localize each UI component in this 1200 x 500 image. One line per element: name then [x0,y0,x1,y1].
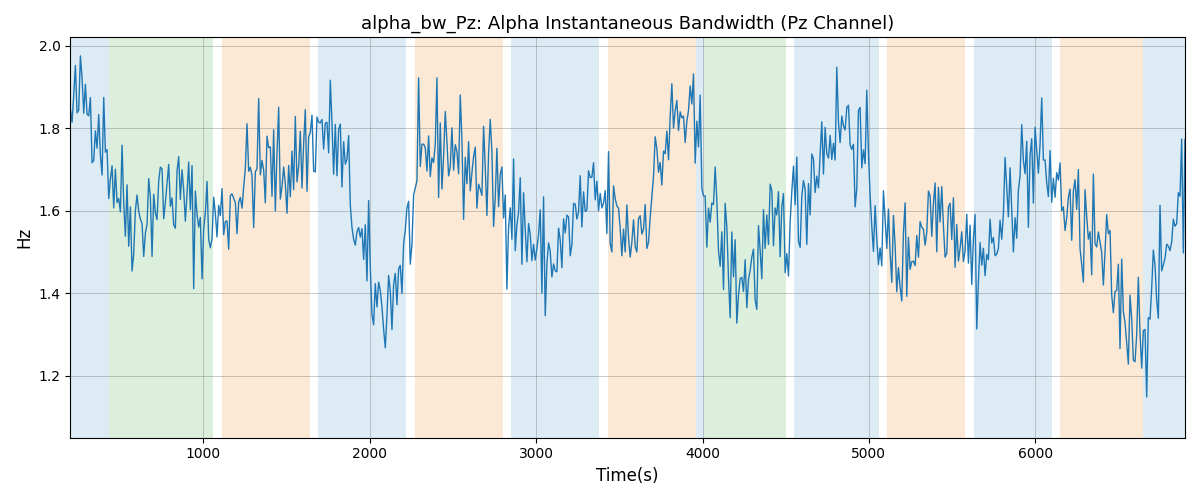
Bar [318,38,407,438]
Bar [511,38,600,438]
Title: alpha_bw_Pz: Alpha Instantaneous Bandwidth (Pz Channel): alpha_bw_Pz: Alpha Instantaneous Bandwid… [361,15,894,34]
Bar [1052,38,1061,438]
Bar [600,38,607,438]
Bar [310,38,318,438]
Bar [607,38,696,438]
Bar [109,38,214,438]
Bar [966,38,973,438]
Bar [696,38,704,438]
Bar [407,38,415,438]
Y-axis label: Hz: Hz [14,227,32,248]
Bar [503,38,511,438]
Bar [222,38,310,438]
Bar [878,38,887,438]
Bar [794,38,878,438]
Bar [1144,38,1186,438]
Bar [415,38,503,438]
Bar [973,38,1052,438]
Bar [786,38,794,438]
Bar [214,38,222,438]
Bar [1061,38,1144,438]
Bar [71,38,109,438]
Bar [887,38,966,438]
X-axis label: Time(s): Time(s) [596,467,659,485]
Bar [704,38,786,438]
